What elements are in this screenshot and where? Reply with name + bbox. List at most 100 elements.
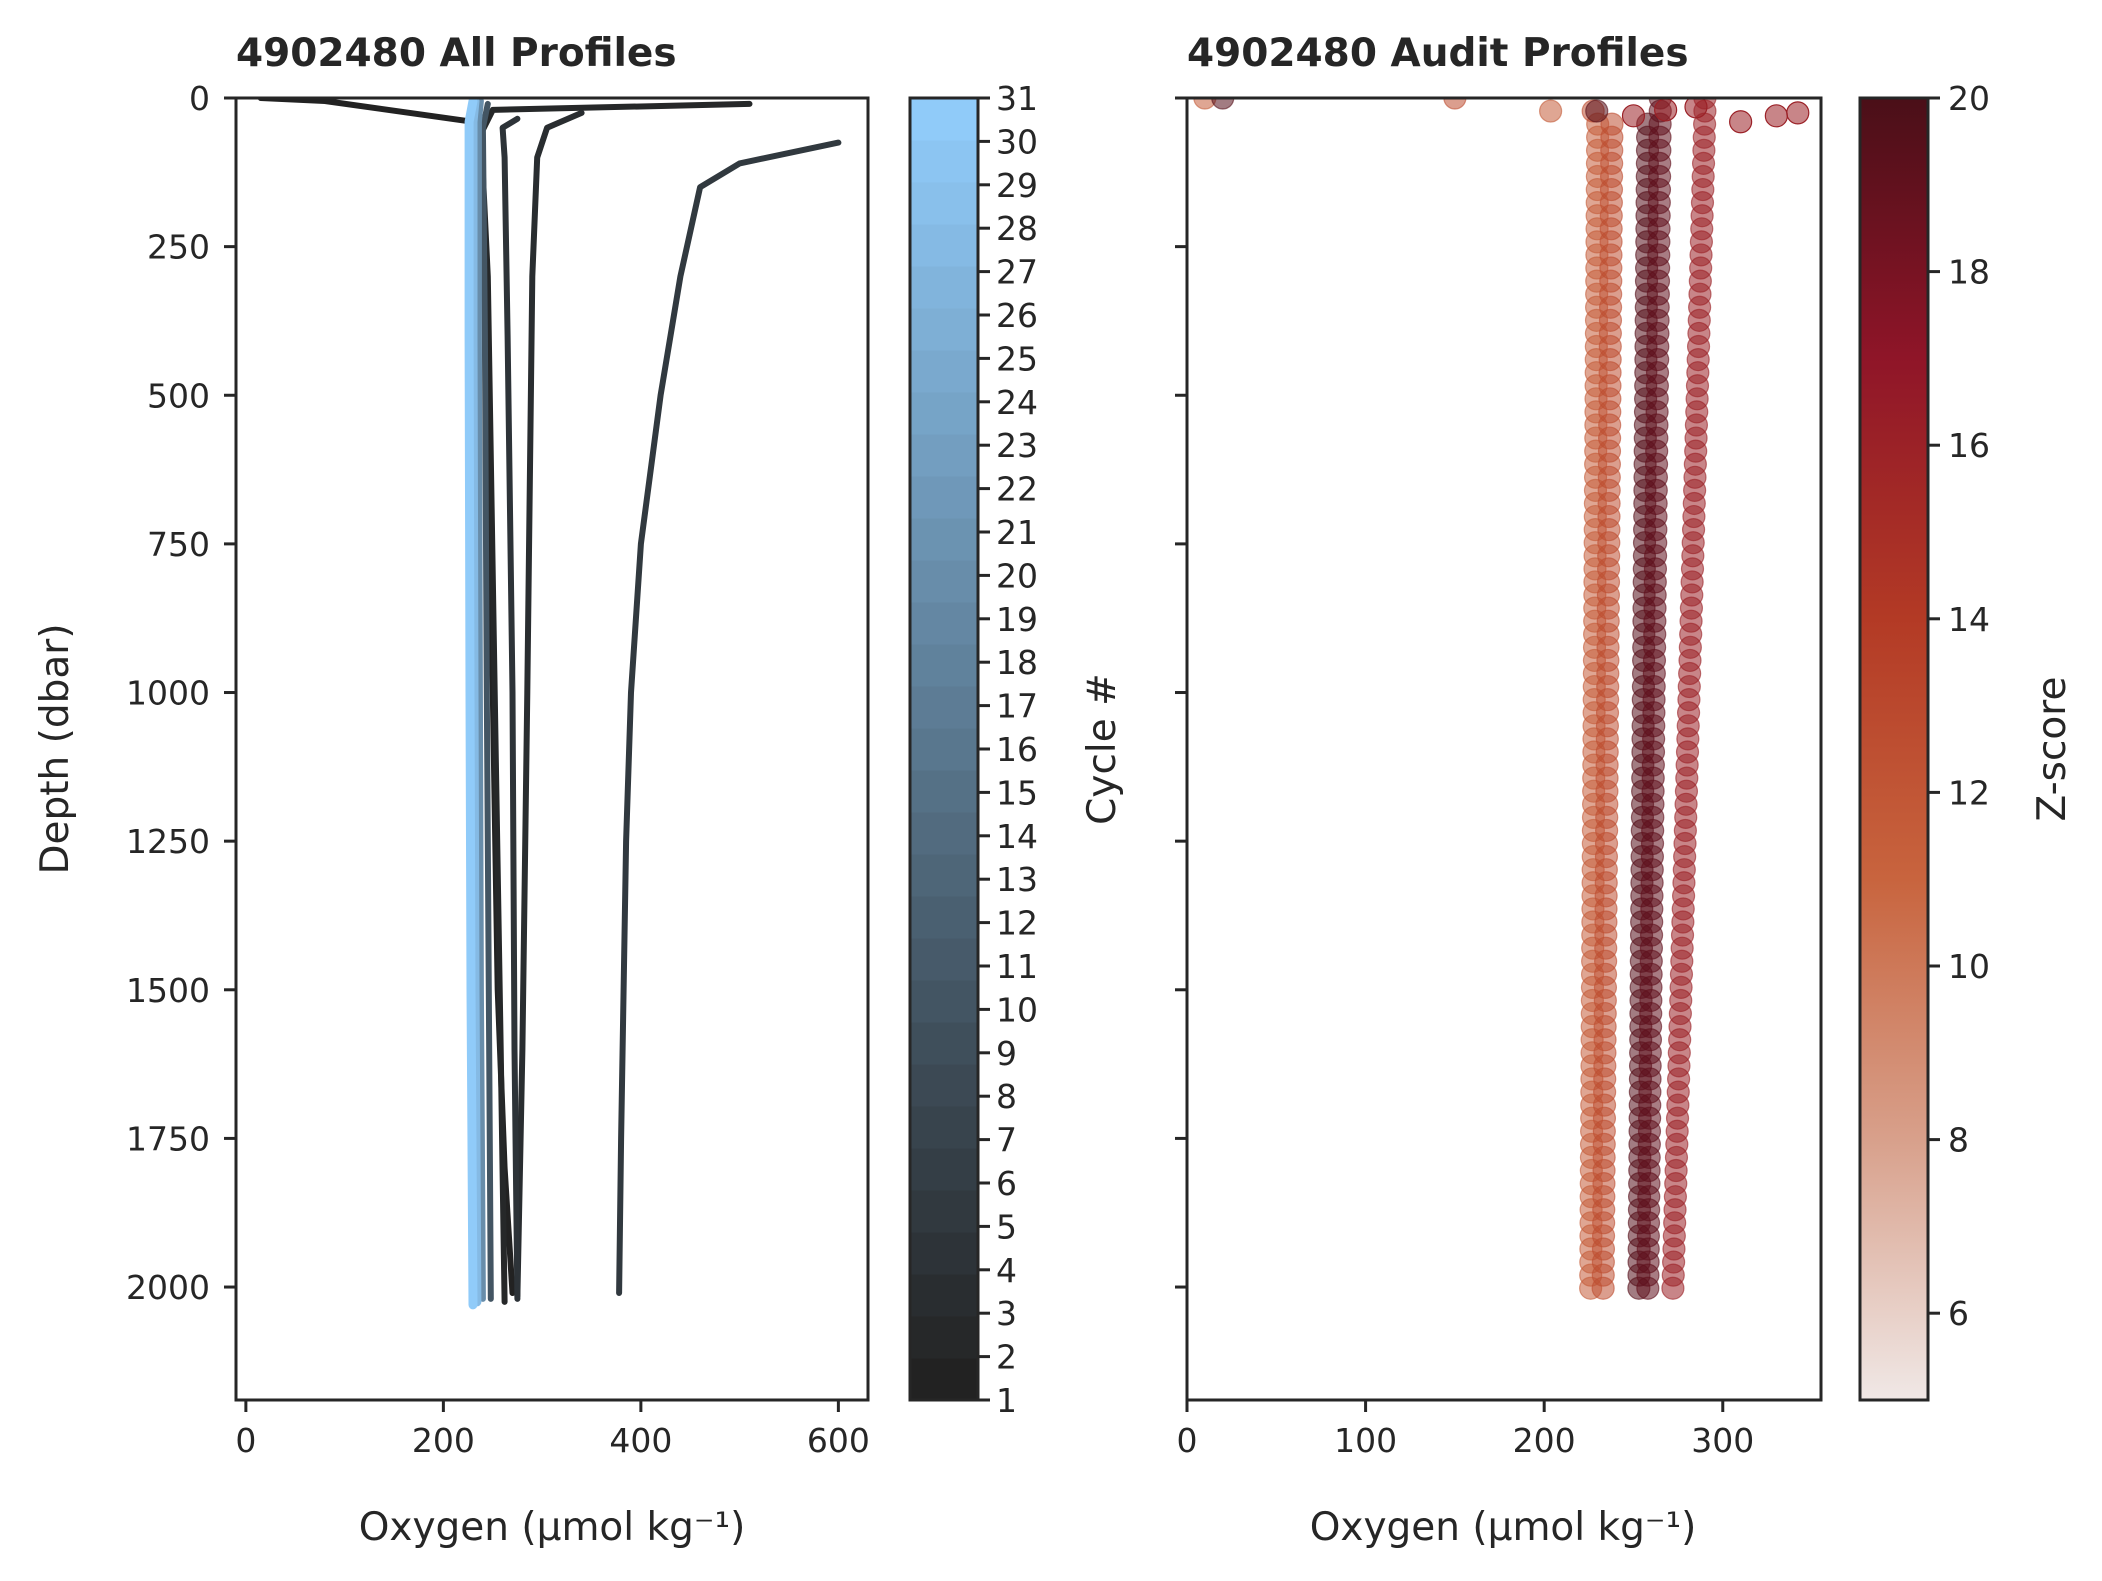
- cycle-colorbar-step: [910, 686, 978, 729]
- audit-profiles-frame: [1185, 96, 1823, 1402]
- zscore-colorbar-tick-label: 12: [1948, 773, 1990, 812]
- cycle-colorbar-tick-label: 21: [996, 513, 1038, 552]
- cycle-colorbar-tick-label: 22: [996, 470, 1038, 509]
- cycle-colorbar-tick-label: 28: [996, 209, 1038, 248]
- cycle-colorbar-step: [910, 728, 978, 771]
- cycle-colorbar-tick-label: 19: [996, 600, 1038, 639]
- cycle-colorbar-tick-label: 9: [996, 1034, 1017, 1073]
- all-profiles-y-tick-label: 2000: [126, 1268, 210, 1307]
- all-profiles-x-tick-label: 200: [412, 1421, 475, 1460]
- zscore-colorbar-label: Z-score: [2030, 677, 2075, 822]
- cycle-colorbar-tick-label: 12: [996, 904, 1038, 943]
- audit-point: [1786, 101, 1810, 125]
- cycle-colorbar-tick-label: 23: [996, 426, 1038, 465]
- audit-profiles-y-ticks: [1175, 96, 1187, 1289]
- cycle-colorbar-step: [910, 140, 978, 183]
- all-profiles-x-ticks: 0 200 400 600: [235, 1400, 870, 1460]
- cycle-colorbar-tick-label: 10: [996, 990, 1038, 1029]
- cycle-colorbar-step: [910, 1022, 978, 1065]
- cycle-colorbar-tick-label: 18: [996, 643, 1038, 682]
- cycle-colorbar-step: [910, 1148, 978, 1191]
- audit-profiles-title: 4902480 Audit Profiles: [1187, 31, 1689, 76]
- all-profiles-frame: [234, 96, 870, 1402]
- cycle-colorbar-step: [910, 1358, 978, 1401]
- cycle-colorbar-tick-label: 29: [996, 166, 1038, 205]
- all-profiles-y-tick-label: 1250: [126, 822, 210, 861]
- cycle-10-profile-line: [479, 100, 494, 1302]
- cycle-3-profile-line: [514, 109, 585, 1299]
- cycle-colorbar-step: [910, 560, 978, 603]
- cycle-colorbar-steps: [910, 98, 978, 1401]
- cycle-2-profile-line: [477, 100, 753, 1305]
- audit-profiles-x-label: Oxygen (µmol kg⁻¹): [1310, 1505, 1697, 1550]
- all-profiles-panel: 4902480 All Profiles 0 200 400 600 0 250 500 7…: [33, 31, 870, 1550]
- zscore-colorbar-gradient: [1860, 98, 1928, 1400]
- cycle-colorbar-step: [910, 980, 978, 1023]
- audit-point: [1591, 1276, 1615, 1300]
- cycle-colorbar-step: [910, 98, 978, 141]
- all-profiles-x-tick-label: 400: [609, 1421, 672, 1460]
- zscore-colorbar-tick-label: 10: [1948, 947, 1990, 986]
- cycle-colorbar-tick-label: 24: [996, 383, 1038, 422]
- audit-profiles-points: [1193, 98, 1810, 1300]
- cycle-colorbar-step: [910, 392, 978, 435]
- zscore-colorbar-tick-label: 6: [1948, 1294, 1969, 1333]
- cycle-colorbar-step: [910, 896, 978, 939]
- cycle-5-profile-line: [616, 139, 842, 1296]
- audit-profiles-x-tick-label: 200: [1513, 1421, 1576, 1460]
- all-profiles-y-tick-label: 750: [147, 525, 210, 564]
- all-profiles-y-tick-label: 1000: [126, 674, 210, 713]
- audit-point: [1684, 98, 1708, 119]
- audit-point: [1193, 98, 1217, 110]
- cycle-colorbar-step: [910, 644, 978, 687]
- cycle-colorbar-step: [910, 854, 978, 897]
- audit-point: [1539, 99, 1563, 123]
- cycle-colorbar-step: [910, 1064, 978, 1107]
- cycle-colorbar-tick-label: 6: [996, 1164, 1017, 1203]
- audit-profiles-x-tick-label: 300: [1691, 1421, 1754, 1460]
- cycle-colorbar-step: [910, 476, 978, 519]
- zscore-colorbar-tick-label: 16: [1948, 426, 1990, 465]
- cycle-colorbar-step: [910, 518, 978, 561]
- cycle-colorbar-tick-label: 5: [996, 1207, 1017, 1246]
- cycle-colorbar-tick-label: 17: [996, 687, 1038, 726]
- zscore-colorbar-tick-label: 20: [1948, 79, 1990, 118]
- cycle-colorbar-tick-label: 8: [996, 1077, 1017, 1116]
- all-profiles-y-tick-label: 1500: [126, 971, 210, 1010]
- cycle-colorbar-tick-label: 31: [996, 79, 1038, 118]
- audit-profiles-x-tick-label: 0: [1177, 1421, 1198, 1460]
- cycle-colorbar-step: [910, 812, 978, 855]
- audit-point: [1211, 98, 1235, 110]
- zscore-colorbar-tick-label: 14: [1948, 600, 1990, 639]
- cycle-colorbar-tick-label: 14: [996, 817, 1038, 856]
- cycle-colorbar-tick-label: 2: [996, 1338, 1017, 1377]
- all-profiles-y-label: Depth (dbar): [33, 623, 78, 874]
- audit-point: [1654, 98, 1678, 122]
- audit-profiles-x-ticks: 0 100 200 300: [1177, 1400, 1754, 1460]
- cycle-colorbar-step: [910, 938, 978, 981]
- cycle-20-profile-line: [475, 98, 486, 1302]
- all-profiles-x-tick-label: 0: [235, 1421, 256, 1460]
- cycle-colorbar-step: [910, 266, 978, 309]
- all-profiles-title: 4902480 All Profiles: [236, 31, 677, 76]
- cycle-colorbar-ticks: 1234567891011121314151617181920212223242…: [978, 79, 1038, 1420]
- cycle-colorbar-tick-label: 27: [996, 253, 1038, 292]
- cycle-colorbar-tick-label: 4: [996, 1251, 1017, 1290]
- cycle-colorbar-step: [910, 434, 978, 477]
- cycle-colorbar-step: [910, 1190, 978, 1233]
- cycle-colorbar: 1234567891011121314151617181920212223242…: [908, 79, 1125, 1420]
- all-profiles-y-tick-label: 250: [147, 228, 210, 267]
- all-profiles-x-tick-label: 600: [807, 1421, 870, 1460]
- all-profiles-series: [257, 98, 842, 1310]
- audit-profiles-x-tick-label: 100: [1334, 1421, 1397, 1460]
- cycle-colorbar-step: [910, 308, 978, 351]
- zscore-colorbar-frame: [1858, 96, 1930, 1402]
- zscore-colorbar-ticks: 6 8 10 12 14 16 18 20: [1928, 79, 1990, 1333]
- audit-point: [1443, 98, 1467, 110]
- cycle-colorbar-tick-label: 20: [996, 556, 1038, 595]
- cycle-colorbar-step: [910, 602, 978, 645]
- zscore-colorbar-tick-label: 18: [1948, 253, 1990, 292]
- cycle-colorbar-step: [910, 224, 978, 267]
- audit-point: [1621, 104, 1646, 128]
